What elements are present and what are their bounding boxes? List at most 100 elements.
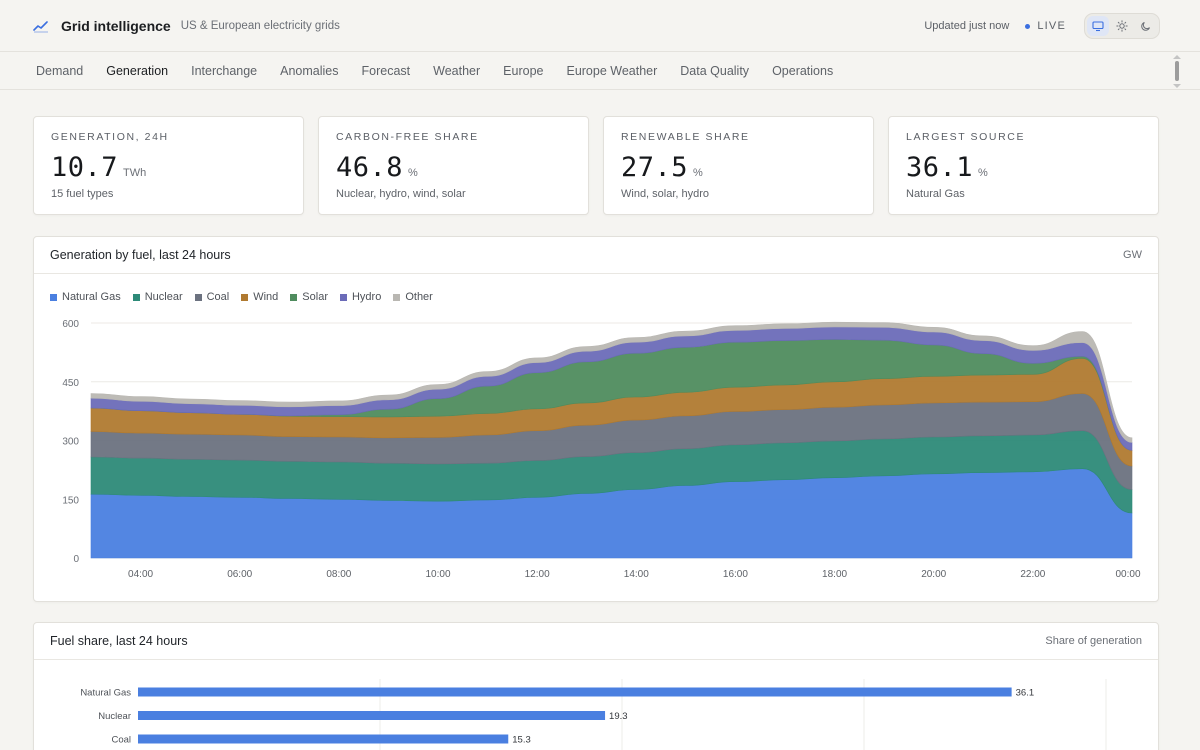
top-bar: Grid intelligence US & European electric… <box>0 0 1200 52</box>
bar-value-label: 19.3 <box>609 711 628 722</box>
legend-swatch <box>393 293 401 301</box>
legend-item-hydro[interactable]: Hydro <box>339 291 382 303</box>
legend-item-natural-gas[interactable]: Natural Gas <box>50 291 121 303</box>
tab-data-quality[interactable]: Data Quality <box>680 63 750 78</box>
legend-label: Solar <box>302 291 328 303</box>
tab-anomalies[interactable]: Anomalies <box>280 63 339 78</box>
x-tick-label: 14:00 <box>624 569 649 580</box>
y-tick-label: 0 <box>73 554 79 565</box>
scroll-down-icon <box>1173 84 1181 88</box>
tabs-scrollbar[interactable] <box>1173 55 1181 88</box>
bar-value-label: 36.1 <box>1016 688 1035 699</box>
panel-title: Generation by fuel, last 24 hours <box>50 248 231 262</box>
x-tick-label: 22:00 <box>1020 569 1045 580</box>
kpi-label: GENERATION, 24H <box>51 131 169 143</box>
legend-item-coal[interactable]: Coal <box>194 291 230 303</box>
app-title: Grid intelligence <box>61 17 171 34</box>
tab-generation[interactable]: Generation <box>106 63 169 78</box>
legend-swatch <box>339 293 347 301</box>
monitor-icon[interactable] <box>1087 16 1109 36</box>
kpi-label: LARGEST SOURCE <box>906 131 1026 143</box>
legend-swatch <box>241 293 249 301</box>
bar-value-label: 15.3 <box>512 735 531 746</box>
legend-item-nuclear[interactable]: Nuclear <box>132 291 183 303</box>
scrollbar-thumb[interactable] <box>1175 61 1179 81</box>
kpi-carbon-free-share: CARBON-FREE SHARE 46.8 % Nuclear, hydro,… <box>318 116 589 215</box>
x-tick-label: 12:00 <box>525 569 550 580</box>
kpi-renewable-share: RENEWABLE SHARE 27.5 % Wind, solar, hydr… <box>603 116 874 215</box>
panel-title: Fuel share, last 24 hours <box>50 634 188 648</box>
x-tick-label: 16:00 <box>723 569 748 580</box>
y-tick-label: 150 <box>62 495 79 506</box>
x-tick-label: 06:00 <box>227 569 252 580</box>
main-tabs: Demand Generation Interchange Anomalies … <box>0 52 1200 90</box>
tab-europe[interactable]: Europe <box>503 63 544 78</box>
legend-label: Nuclear <box>144 291 183 303</box>
kpi-unit: TWh <box>123 167 147 179</box>
legend-label: Other <box>405 291 433 303</box>
kpi-value: 36.1 <box>906 152 974 183</box>
bar-natural-gas[interactable] <box>138 687 1012 697</box>
legend-swatch <box>290 293 298 301</box>
y-tick-label: 300 <box>62 437 79 448</box>
legend-label: Hydro <box>351 291 382 303</box>
x-tick-label: 18:00 <box>822 569 847 580</box>
tab-weather[interactable]: Weather <box>433 63 481 78</box>
bar-category-label: Natural Gas <box>80 688 131 699</box>
x-tick-label: 10:00 <box>425 569 450 580</box>
legend-label: Wind <box>253 291 279 303</box>
bar-coal[interactable] <box>138 734 509 744</box>
x-tick-label: 08:00 <box>326 569 351 580</box>
legend-swatch <box>50 293 57 301</box>
tab-interchange[interactable]: Interchange <box>191 63 258 78</box>
fuel-share-bar-chart: Natural Gas 36.1 Nuclear 19.3 Coal 15.3 <box>80 679 1107 750</box>
kpi-subtext: Nuclear, hydro, wind, solar <box>336 188 466 200</box>
kpi-label: CARBON-FREE SHARE <box>336 131 479 143</box>
generation-panel: Generation by fuel, last 24 hours GW Nat… <box>33 236 1159 602</box>
legend-swatch <box>132 293 140 301</box>
scroll-up-icon <box>1173 55 1181 59</box>
legend-item-wind[interactable]: Wind <box>241 291 278 303</box>
kpi-subtext: Natural Gas <box>906 188 965 200</box>
moon-icon[interactable] <box>1135 16 1157 36</box>
panel-header: Generation by fuel, last 24 hours GW <box>34 237 1158 274</box>
y-tick-label: 600 <box>62 319 79 330</box>
kpi-value: 27.5 <box>621 152 689 183</box>
panel-header: Fuel share, last 24 hours Share of gener… <box>34 623 1158 660</box>
kpi-value: 46.8 <box>336 152 404 183</box>
legend-item-solar[interactable]: Solar <box>290 291 328 303</box>
legend-label: Coal <box>206 291 230 303</box>
chart-legend: Natural Gas Nuclear Coal Wind Solar Hydro Othe… <box>50 291 445 303</box>
kpi-value: 10.7 <box>51 152 119 183</box>
panel-unit: Share of generation <box>1045 635 1142 647</box>
x-tick-label: 00:00 <box>1115 569 1140 580</box>
kpi-subtext: Wind, solar, hydro <box>621 188 710 200</box>
kpi-largest-source: LARGEST SOURCE 36.1 % Natural Gas <box>888 116 1159 215</box>
tab-forecast[interactable]: Forecast <box>361 63 411 78</box>
area-series-other[interactable] <box>90 321 1133 443</box>
theme-toggle <box>1084 13 1160 39</box>
tab-europe-weather[interactable]: Europe Weather <box>566 63 658 78</box>
app-subtitle: US & European electricity grids <box>180 19 340 32</box>
kpi-unit: % <box>978 167 988 179</box>
kpi-unit: % <box>693 167 703 179</box>
kpi-unit: % <box>408 167 418 179</box>
live-indicator-dot <box>1025 23 1031 29</box>
x-tick-label: 20:00 <box>921 569 946 580</box>
trend-line-icon <box>33 19 49 33</box>
live-label: LIVE <box>1037 20 1066 32</box>
tab-demand[interactable]: Demand <box>36 63 84 78</box>
tab-operations[interactable]: Operations <box>772 63 834 78</box>
legend-swatch <box>194 293 202 301</box>
bar-category-label: Nuclear <box>98 711 131 722</box>
x-tick-label: 04:00 <box>128 569 153 580</box>
kpi-subtext: 15 fuel types <box>51 188 114 200</box>
sun-icon[interactable] <box>1111 16 1133 36</box>
panel-unit: GW <box>1123 249 1142 261</box>
kpi-label: RENEWABLE SHARE <box>621 131 750 143</box>
status-area: Updated just now LIVE <box>924 12 1160 40</box>
bar-nuclear[interactable] <box>138 711 606 720</box>
legend-item-other[interactable]: Other <box>393 291 433 303</box>
fuel-share-panel: Fuel share, last 24 hours Share of gener… <box>33 622 1159 750</box>
y-tick-label: 450 <box>62 378 79 389</box>
